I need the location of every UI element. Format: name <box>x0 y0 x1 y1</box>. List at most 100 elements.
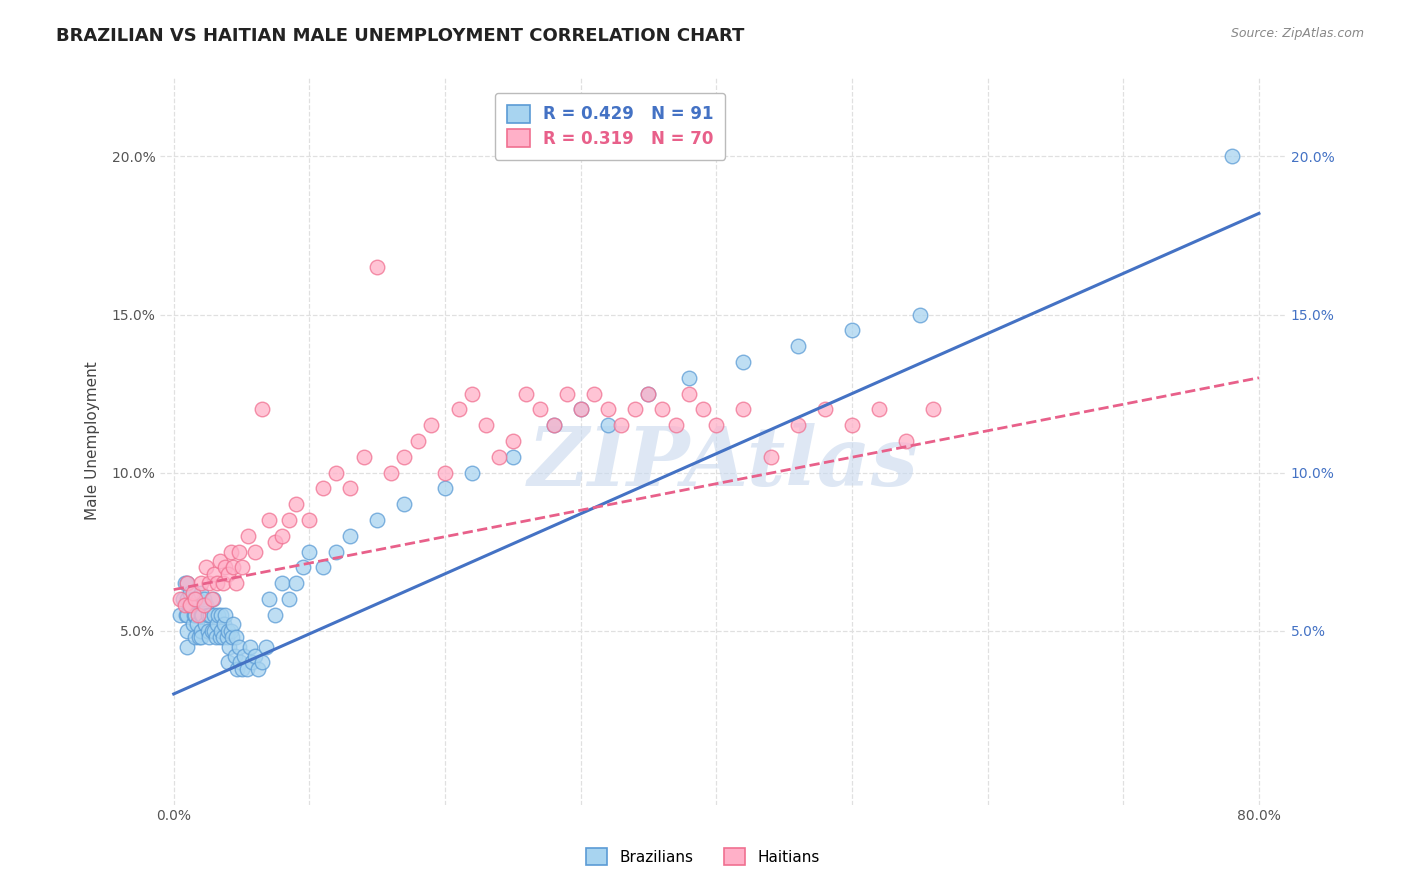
Point <box>569 402 592 417</box>
Point <box>665 418 688 433</box>
Point <box>242 656 264 670</box>
Point <box>190 607 212 622</box>
Point <box>173 576 195 591</box>
Point <box>205 576 228 591</box>
Point <box>543 418 565 433</box>
Point <box>190 624 212 638</box>
Point <box>176 640 198 654</box>
Point <box>179 586 201 600</box>
Point <box>193 599 215 613</box>
Point <box>209 607 232 622</box>
Point <box>217 656 239 670</box>
Point <box>218 640 240 654</box>
Point <box>814 402 837 417</box>
Point <box>195 560 218 574</box>
Point <box>222 560 245 574</box>
Point <box>243 544 266 558</box>
Point <box>229 656 252 670</box>
Point <box>215 630 238 644</box>
Point <box>209 624 232 638</box>
Point <box>231 560 253 574</box>
Point <box>228 640 250 654</box>
Point <box>394 450 416 464</box>
Point <box>596 402 619 417</box>
Point <box>339 482 361 496</box>
Point <box>197 607 219 622</box>
Point <box>555 386 578 401</box>
Point <box>174 607 197 622</box>
Point <box>208 630 231 644</box>
Point <box>205 617 228 632</box>
Point <box>868 402 890 417</box>
Point <box>194 617 217 632</box>
Point <box>420 418 443 433</box>
Point <box>219 624 242 638</box>
Point <box>543 418 565 433</box>
Point <box>637 386 659 401</box>
Point <box>298 544 321 558</box>
Point <box>221 630 243 644</box>
Point <box>211 576 233 591</box>
Point <box>406 434 429 448</box>
Point <box>188 630 211 644</box>
Point <box>184 630 207 644</box>
Point <box>312 482 335 496</box>
Point <box>325 544 347 558</box>
Point <box>447 402 470 417</box>
Point <box>181 617 204 632</box>
Point <box>195 599 218 613</box>
Point <box>339 529 361 543</box>
Point <box>197 624 219 638</box>
Point <box>569 402 592 417</box>
Point <box>222 617 245 632</box>
Point <box>380 466 402 480</box>
Point <box>366 260 388 274</box>
Point <box>922 402 945 417</box>
Legend: R = 0.429   N = 91, R = 0.319   N = 70: R = 0.429 N = 91, R = 0.319 N = 70 <box>495 93 725 160</box>
Point <box>190 586 212 600</box>
Point <box>366 513 388 527</box>
Point <box>204 630 226 644</box>
Point <box>488 450 510 464</box>
Point <box>183 607 205 622</box>
Point <box>219 544 242 558</box>
Point <box>733 355 755 369</box>
Point <box>214 560 236 574</box>
Point <box>278 513 301 527</box>
Point <box>786 418 808 433</box>
Point <box>202 624 225 638</box>
Point <box>257 592 280 607</box>
Point <box>474 418 496 433</box>
Point <box>610 418 633 433</box>
Point <box>238 529 260 543</box>
Point <box>637 386 659 401</box>
Point <box>908 308 931 322</box>
Point <box>224 648 246 663</box>
Point <box>239 640 262 654</box>
Point <box>257 513 280 527</box>
Point <box>461 386 484 401</box>
Point <box>271 529 294 543</box>
Point <box>179 599 201 613</box>
Point <box>207 607 229 622</box>
Point <box>759 450 782 464</box>
Point <box>202 607 225 622</box>
Point <box>692 402 714 417</box>
Point <box>325 466 347 480</box>
Point <box>624 402 647 417</box>
Point <box>226 662 249 676</box>
Point <box>243 648 266 663</box>
Point <box>176 624 198 638</box>
Point <box>583 386 606 401</box>
Point <box>502 434 524 448</box>
Point <box>191 607 214 622</box>
Point <box>198 630 221 644</box>
Point <box>254 640 277 654</box>
Point <box>264 607 287 622</box>
Point <box>264 535 287 549</box>
Point <box>177 599 200 613</box>
Point <box>228 544 250 558</box>
Point <box>434 482 457 496</box>
Point <box>212 617 235 632</box>
Point <box>211 630 233 644</box>
